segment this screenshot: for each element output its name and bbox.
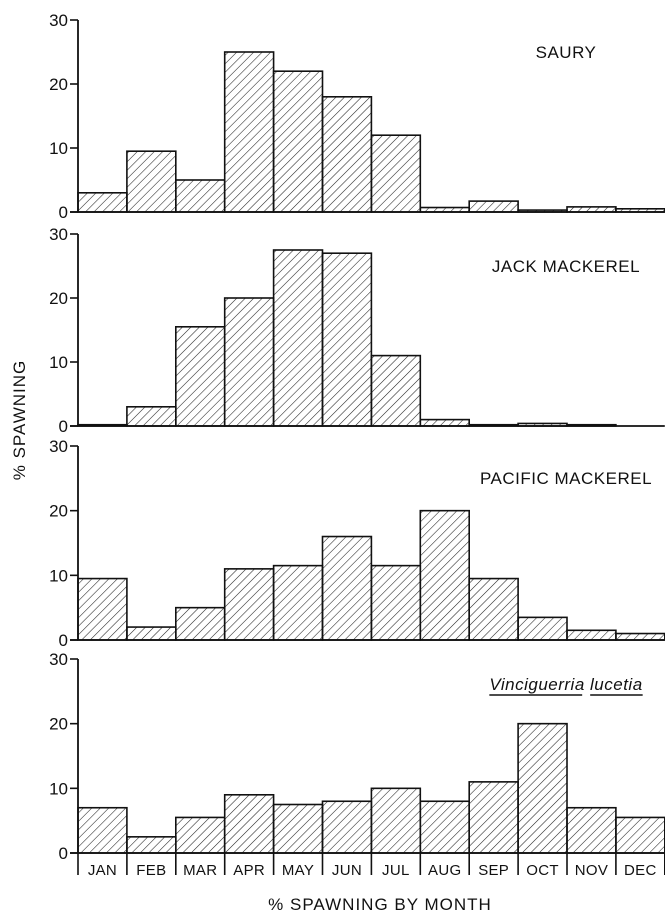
y-tick-label: 10 — [49, 779, 68, 798]
panel-3: 0 10 20 30 PACIFIC MACKEREL — [49, 437, 665, 650]
month-label-sep: SEP — [478, 862, 509, 879]
panel-4: 0 10 20 30 Vinciguerria lucetia — [49, 650, 665, 863]
bar-mar — [175, 325, 226, 427]
bar-oct — [517, 722, 568, 854]
bar-mar — [175, 816, 226, 854]
panel-title: Vinciguerria lucetia — [489, 675, 642, 694]
month-label-dec: DEC — [624, 862, 657, 879]
bar-jan — [77, 806, 128, 854]
bar-may — [272, 803, 324, 854]
y-tick-label: 10 — [49, 353, 68, 372]
y-tick-label: 0 — [59, 844, 68, 863]
y-tick-label: 30 — [49, 11, 68, 30]
y-tick-label: 20 — [49, 715, 68, 734]
month-label-apr: APR — [233, 862, 265, 879]
bar-oct — [517, 616, 568, 641]
y-tick-label: 30 — [49, 437, 68, 456]
y-tick-label: 0 — [59, 631, 68, 650]
y-tick-label: 30 — [49, 650, 68, 669]
bar-jan — [77, 192, 128, 213]
month-axis: JAN FEB MAR APR MAY JUN JUL AUG SEP OCT NOV DEC — [77, 853, 665, 879]
x-axis-title: % SPAWNING BY MONTH — [268, 895, 492, 914]
panel-title: JACK MACKEREL — [492, 257, 640, 276]
panel-title: PACIFIC MACKEREL — [480, 469, 652, 488]
panels-group: 0 10 20 30 SAURY 0 10 20 30 JACK MACKEREL 0 10 20 30 P… — [49, 11, 665, 863]
bar-jun — [321, 96, 373, 213]
panel-1: 0 10 20 30 SAURY — [49, 11, 665, 222]
bar-feb — [126, 626, 177, 641]
bar-dec — [615, 632, 665, 641]
bar-aug — [419, 418, 470, 427]
month-label-mar: MAR — [183, 862, 217, 879]
month-label-nov: NOV — [575, 862, 608, 879]
month-label-jan: JAN — [88, 862, 117, 879]
bar-may — [272, 70, 324, 213]
bar-sep — [468, 781, 519, 854]
bar-dec — [615, 816, 665, 854]
bar-apr — [223, 568, 275, 641]
y-tick-label: 0 — [59, 417, 68, 436]
bar-nov — [566, 806, 617, 854]
bar-aug — [419, 800, 470, 854]
month-label-oct: OCT — [526, 862, 559, 879]
bar-nov — [566, 629, 617, 641]
bar-jul — [370, 787, 422, 854]
y-axis-title: % SPAWNING — [10, 360, 29, 481]
month-label-may: MAY — [282, 862, 314, 879]
bar-mar — [175, 179, 226, 213]
bar-feb — [126, 150, 177, 213]
bar-jul — [370, 354, 422, 427]
bar-apr — [223, 51, 275, 213]
month-label-aug: AUG — [428, 862, 461, 879]
bar-may — [272, 249, 324, 427]
y-tick-label: 10 — [49, 566, 68, 585]
bar-feb — [126, 836, 177, 854]
bar-feb — [126, 405, 177, 427]
month-label-feb: FEB — [136, 862, 166, 879]
panel-title: SAURY — [536, 43, 597, 62]
bar-jan — [77, 577, 128, 641]
bar-may — [272, 564, 324, 641]
y-tick-label: 10 — [49, 139, 68, 158]
bar-mar — [175, 606, 226, 641]
panel-2: 0 10 20 30 JACK MACKEREL — [49, 225, 665, 436]
y-tick-label: 20 — [49, 502, 68, 521]
bar-jun — [321, 252, 373, 427]
bar-apr — [223, 297, 275, 427]
bar-sep — [468, 577, 519, 641]
month-label-jun: JUN — [332, 862, 362, 879]
y-tick-label: 30 — [49, 225, 68, 244]
y-tick-label: 20 — [49, 289, 68, 308]
bar-jul — [370, 564, 422, 641]
bar-sep — [468, 200, 519, 213]
bar-jul — [370, 134, 422, 213]
bar-apr — [223, 793, 275, 854]
y-tick-label: 20 — [49, 75, 68, 94]
bar-jun — [321, 535, 373, 641]
bar-jun — [321, 800, 373, 854]
month-label-jul: JUL — [382, 862, 410, 879]
y-tick-label: 0 — [59, 203, 68, 222]
bar-aug — [419, 509, 470, 641]
